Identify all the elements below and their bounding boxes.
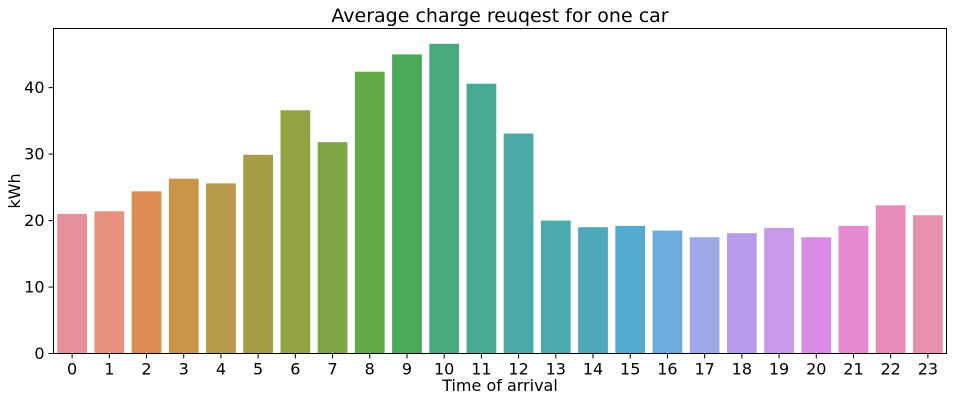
x-tick-label: 21	[843, 360, 863, 379]
x-tick-label: 3	[179, 360, 189, 379]
y-tick-label: 40	[24, 78, 44, 97]
bar-19	[764, 227, 794, 354]
x-tick-label: 12	[508, 360, 528, 379]
bar-9	[392, 54, 422, 354]
bar-22	[875, 205, 906, 354]
x-tick-label: 5	[253, 360, 263, 379]
bar-18	[726, 233, 757, 354]
bar-16	[652, 230, 683, 354]
bar-15	[615, 225, 646, 354]
bar-10	[429, 43, 460, 354]
x-tick-label: 0	[67, 360, 77, 379]
bar-17	[689, 237, 720, 354]
x-tick-label: 1	[104, 360, 114, 379]
x-tick-label: 18	[732, 360, 752, 379]
y-tick-label: 0	[34, 344, 44, 363]
bar-6	[280, 110, 311, 354]
bar-11	[466, 83, 497, 354]
bar-0	[57, 213, 87, 354]
x-tick-label: 17	[694, 360, 714, 379]
x-tick-label: 22	[881, 360, 901, 379]
x-tick-label: 8	[365, 360, 375, 379]
x-tick-label: 20	[806, 360, 826, 379]
bar-20	[801, 237, 832, 354]
x-tick-label: 16	[657, 360, 677, 379]
bar-13	[540, 220, 571, 354]
bar-23	[913, 215, 943, 354]
y-tick-label: 10	[24, 278, 44, 297]
bars-group	[57, 43, 943, 354]
x-tick-label: 19	[769, 360, 789, 379]
y-tick-label: 20	[24, 211, 44, 230]
bar-8	[354, 71, 385, 354]
x-tick-label: 11	[471, 360, 491, 379]
x-tick-label: 15	[620, 360, 640, 379]
x-tick-label: 23	[918, 360, 938, 379]
x-tick-label: 7	[327, 360, 337, 379]
bar-5	[243, 154, 274, 354]
x-tick-label: 14	[583, 360, 603, 379]
bar-21	[838, 225, 869, 354]
bar-3	[168, 178, 199, 354]
x-axis: 0 1 2 3 4 5 6 7 8 9 10 11 12 13 14 15 16 17 18 19 20 21 22 23	[67, 353, 938, 379]
bar-1	[94, 211, 125, 354]
x-tick-label: 9	[402, 360, 412, 379]
plot-frame	[53, 28, 947, 354]
bar-14	[578, 227, 608, 354]
x-tick-label: 6	[290, 360, 300, 379]
y-axis: 0 10 20 30 40	[24, 78, 54, 363]
x-tick-label: 13	[546, 360, 566, 379]
x-tick-label: 4	[216, 360, 226, 379]
x-tick-label: 10	[434, 360, 454, 379]
chart-title: Average charge reuqest for one car	[331, 5, 668, 27]
bar-4	[206, 183, 236, 354]
y-tick-label: 30	[24, 145, 44, 164]
x-tick-label: 2	[141, 360, 151, 379]
y-axis-label: kWh	[5, 173, 24, 208]
bar-12	[503, 133, 534, 354]
bar-7	[317, 142, 348, 354]
bar-2	[131, 191, 162, 354]
x-axis-label: Time of arrival	[441, 376, 558, 395]
